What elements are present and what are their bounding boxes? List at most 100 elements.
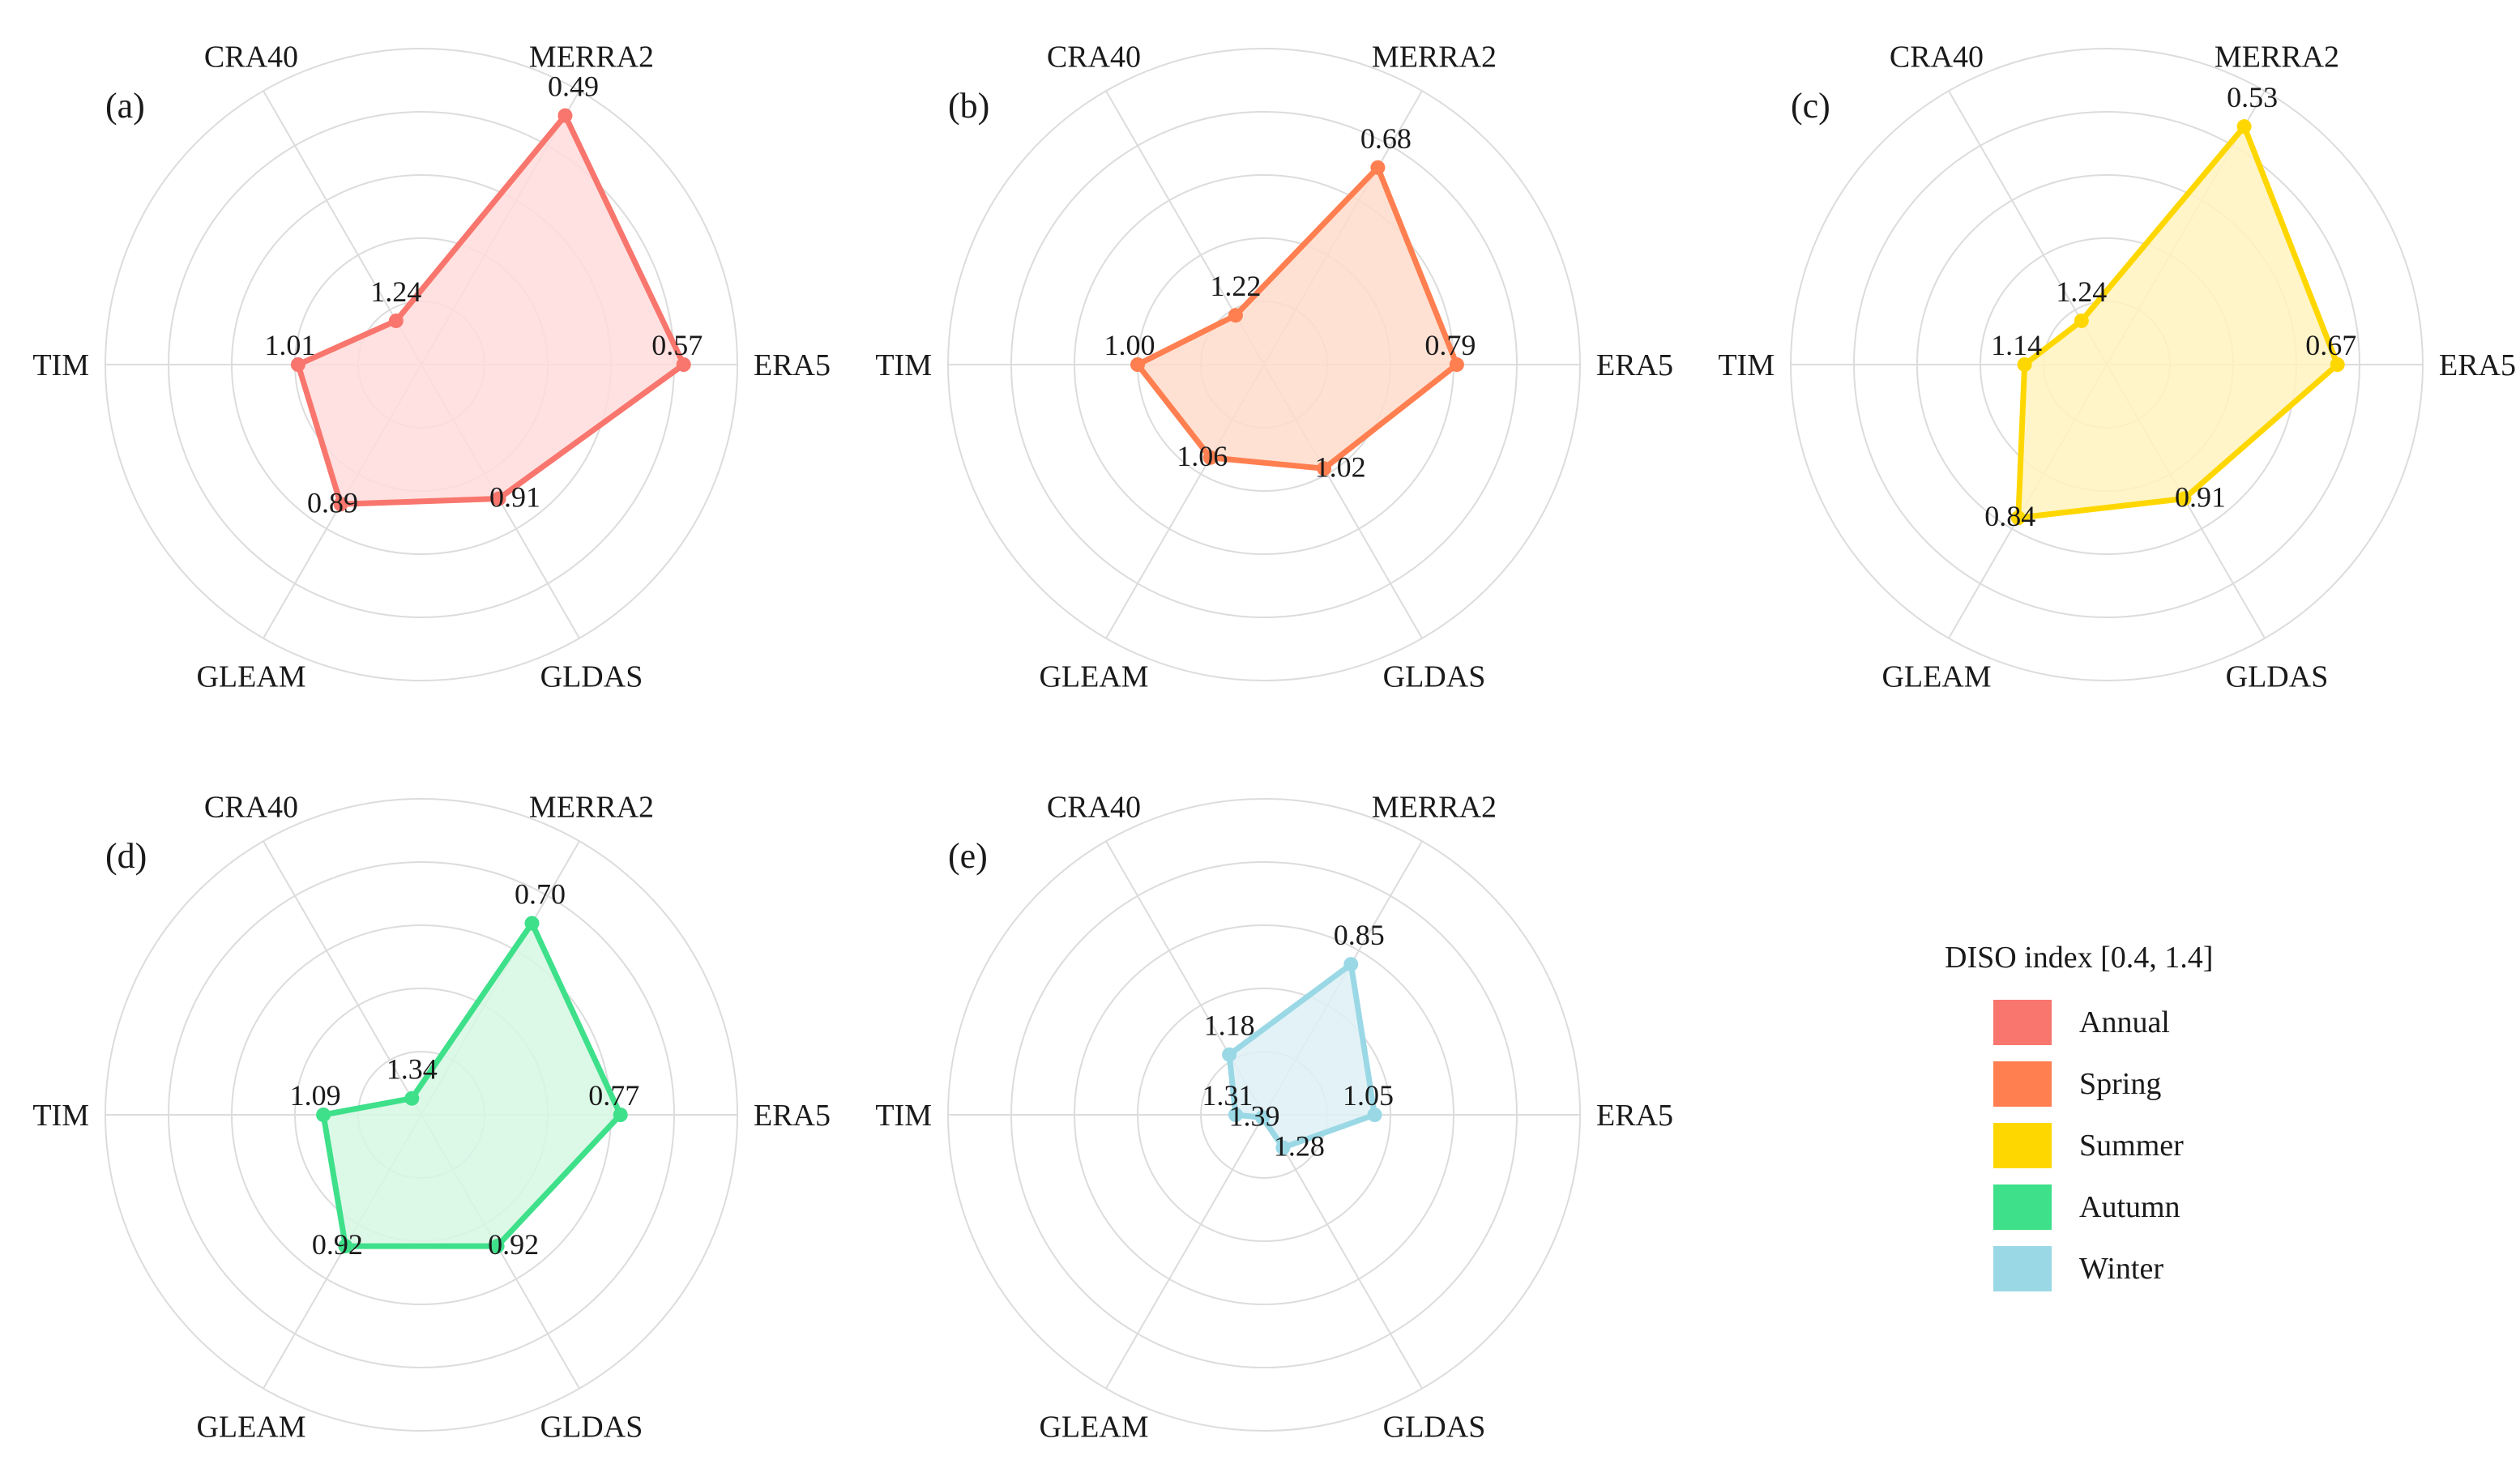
panel-tag: (c) <box>1791 86 1830 126</box>
axis-label-tim: TIM <box>875 348 932 382</box>
value-label-cra40: 1.24 <box>370 275 421 308</box>
data-point-gleam <box>2010 510 2026 526</box>
legend-swatch-summer <box>1993 1123 2052 1168</box>
value-label-tim: 1.14 <box>1991 329 2042 361</box>
legend-swatch-spring <box>1993 1061 2052 1107</box>
axis-spoke-gleam <box>1105 1114 1265 1389</box>
value-label-merra2: 0.68 <box>1360 122 1412 155</box>
data-point-merra2 <box>557 108 573 123</box>
panel-tag: (a) <box>105 86 145 126</box>
axis-label-gleam: GLEAM <box>196 660 305 694</box>
axis-label-tim: TIM <box>32 1099 89 1133</box>
data-point-gleam <box>333 497 348 512</box>
legend: DISO index [0.4, 1.4] Annual Spring Summ… <box>1945 940 2317 1300</box>
radar-panel-annual: ERA5 MERRA2 CRA40 TIM GLEAM GLDAS 0.57 0.49 1.24… <box>32 40 831 694</box>
radar-panel-autumn: ERA5 MERRA2 CRA40 TIM GLEAM GLDAS 0.77 0.70 1.34… <box>32 790 831 1444</box>
axis-label-gleam: GLEAM <box>1039 660 1148 694</box>
value-label-gldas: 1.02 <box>1315 450 1366 483</box>
radar-panel-summer: ERA5 MERRA2 CRA40 TIM GLEAM GLDAS 0.67 0.53 1.24… <box>1718 40 2516 694</box>
panel-tag: (e) <box>948 836 988 876</box>
data-point-era5 <box>1449 357 1464 372</box>
value-label-merra2: 0.85 <box>1334 919 1385 951</box>
value-label-era5: 1.05 <box>1343 1079 1394 1112</box>
data-point-era5 <box>676 357 691 372</box>
panel-tag: (b) <box>948 86 989 126</box>
radar-panel-spring: ERA5 MERRA2 CRA40 TIM GLEAM GLDAS 0.79 0.68 1.22… <box>875 40 1673 694</box>
data-point-era5 <box>1367 1108 1382 1122</box>
data-point-cra40 <box>1222 1047 1237 1062</box>
radar-panel-winter: ERA5 MERRA2 CRA40 TIM GLEAM GLDAS 1.05 0.85 1.18… <box>875 790 1673 1444</box>
value-label-gldas: 0.91 <box>489 480 540 513</box>
data-point-tim <box>1228 1108 1243 1122</box>
data-point-merra2 <box>1370 160 1386 175</box>
axis-spoke-gldas <box>1263 1114 1423 1389</box>
value-label-tim: 1.31 <box>1202 1079 1253 1112</box>
legend-label-winter: Winter <box>2079 1252 2163 1286</box>
legend-item-annual: Annual <box>1993 992 2317 1053</box>
axis-label-merra2: MERRA2 <box>2215 40 2339 74</box>
data-point-merra2 <box>1343 957 1359 972</box>
value-label-cra40: 1.24 <box>2056 275 2107 308</box>
axis-label-gldas: GLDAS <box>540 660 643 694</box>
value-label-gldas: 1.28 <box>1274 1130 1325 1163</box>
data-point-gleam <box>1255 1110 1271 1125</box>
legend-swatch-autumn <box>1993 1184 2052 1230</box>
axis-label-gldas: GLDAS <box>1383 660 1486 694</box>
data-polygon-summer <box>2015 123 2341 521</box>
panel-tag: (d) <box>105 836 147 876</box>
data-point-gldas <box>1275 1140 1291 1155</box>
legend-swatch-annual <box>1993 1000 2052 1045</box>
value-label-gleam: 0.89 <box>307 486 358 519</box>
data-point-tim <box>290 357 305 372</box>
legend-item-winter: Winter <box>1993 1238 2317 1300</box>
value-label-merra2: 0.53 <box>2227 81 2278 113</box>
axis-label-cra40: CRA40 <box>1047 790 1141 824</box>
data-point-merra2 <box>2236 119 2252 134</box>
value-label-gleam: 0.92 <box>312 1228 363 1261</box>
value-label-gleam: 1.06 <box>1177 440 1228 472</box>
data-point-cra40 <box>388 313 404 328</box>
legend-item-spring: Spring <box>1993 1053 2317 1115</box>
data-point-merra2 <box>524 916 540 931</box>
axis-label-era5: ERA5 <box>754 1099 831 1133</box>
data-point-gleam <box>1202 450 1218 465</box>
data-polygon-spring <box>1134 164 1460 472</box>
data-point-era5 <box>613 1108 628 1122</box>
data-point-gldas <box>1317 461 1332 476</box>
data-polygon-autumn <box>320 920 624 1249</box>
axis-label-merra2: MERRA2 <box>529 40 654 74</box>
value-label-cra40: 1.34 <box>387 1053 438 1086</box>
value-label-gldas: 0.91 <box>2175 480 2226 513</box>
data-point-tim <box>2017 357 2032 372</box>
data-polygon-annual <box>295 113 687 507</box>
value-label-merra2: 0.70 <box>515 878 566 911</box>
data-point-era5 <box>2330 357 2345 372</box>
axis-label-gleam: GLEAM <box>196 1411 305 1445</box>
value-label-era5: 0.57 <box>651 329 703 361</box>
data-point-gleam <box>338 1239 353 1254</box>
data-point-cra40 <box>404 1091 420 1106</box>
axis-label-gldas: GLDAS <box>2226 660 2329 694</box>
value-label-merra2: 0.49 <box>548 70 599 103</box>
axis-label-merra2: MERRA2 <box>1372 40 1497 74</box>
value-label-tim: 1.01 <box>264 329 315 361</box>
data-point-gldas <box>2176 491 2192 506</box>
value-label-tim: 1.00 <box>1104 329 1155 361</box>
legend-label-summer: Summer <box>2079 1129 2184 1163</box>
axis-label-era5: ERA5 <box>1596 1099 1673 1133</box>
legend-label-spring: Spring <box>2079 1067 2162 1101</box>
axis-label-merra2: MERRA2 <box>1372 790 1497 824</box>
axis-label-era5: ERA5 <box>2439 348 2516 382</box>
axis-label-tim: TIM <box>1718 348 1775 382</box>
axis-label-merra2: MERRA2 <box>529 790 654 824</box>
value-label-cra40: 1.22 <box>1210 270 1261 302</box>
value-label-gleam: 1.39 <box>1229 1099 1280 1132</box>
legend-label-annual: Annual <box>2079 1005 2170 1039</box>
legend-item-summer: Summer <box>1993 1115 2317 1176</box>
axis-label-tim: TIM <box>32 348 89 382</box>
data-point-gldas <box>491 491 506 506</box>
axis-spoke-cra40 <box>263 840 422 1116</box>
legend-swatch-winter <box>1993 1246 2052 1291</box>
axis-label-tim: TIM <box>875 1099 932 1133</box>
